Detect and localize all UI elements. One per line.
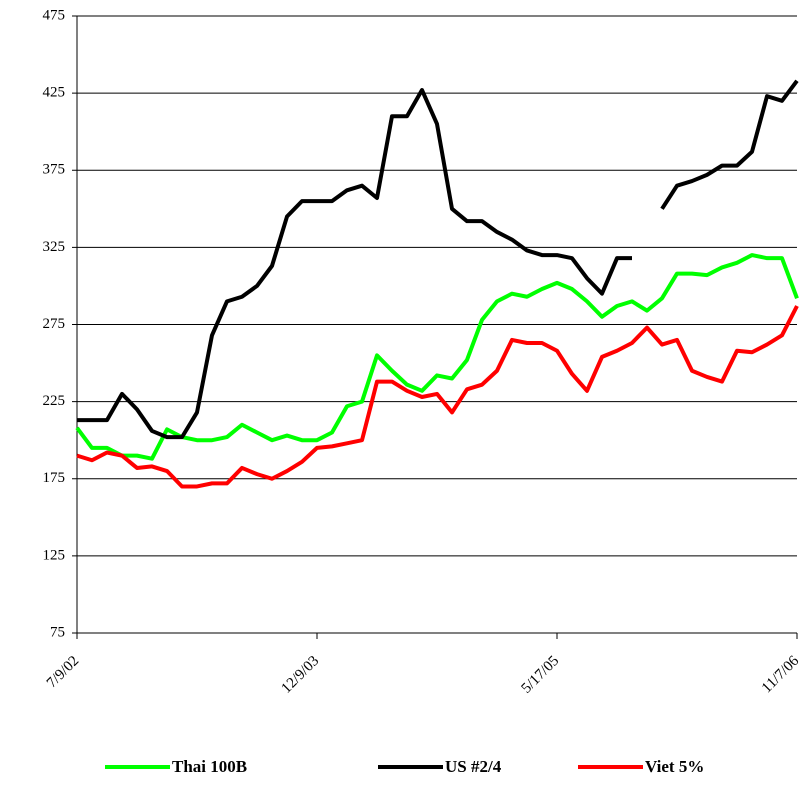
y-tick-label: 225 [43,393,66,409]
series-line [660,79,799,210]
y-tick-label: 275 [43,316,66,332]
series-line [76,305,799,489]
legend-label: US #2/4 [445,757,502,776]
y-tick-label: 475 [43,7,66,23]
legend-label: Thai 100B [172,757,247,776]
y-tick-label: 125 [43,547,66,563]
y-tick-label: 75 [50,624,65,640]
x-tick-label: 7/9/02 [44,653,82,691]
x-tick-label: 11/7/06 [759,653,801,697]
y-tick-label: 375 [43,162,66,178]
y-tick-label: 425 [43,85,66,101]
y-tick-label: 325 [43,239,66,255]
x-tick-label: 12/9/03 [279,653,323,697]
y-tick-label: 175 [43,470,66,486]
x-tick-label: 5/17/05 [519,653,563,697]
series-line [75,253,799,461]
series-line [77,88,632,440]
legend-label: Viet 5% [645,757,704,776]
